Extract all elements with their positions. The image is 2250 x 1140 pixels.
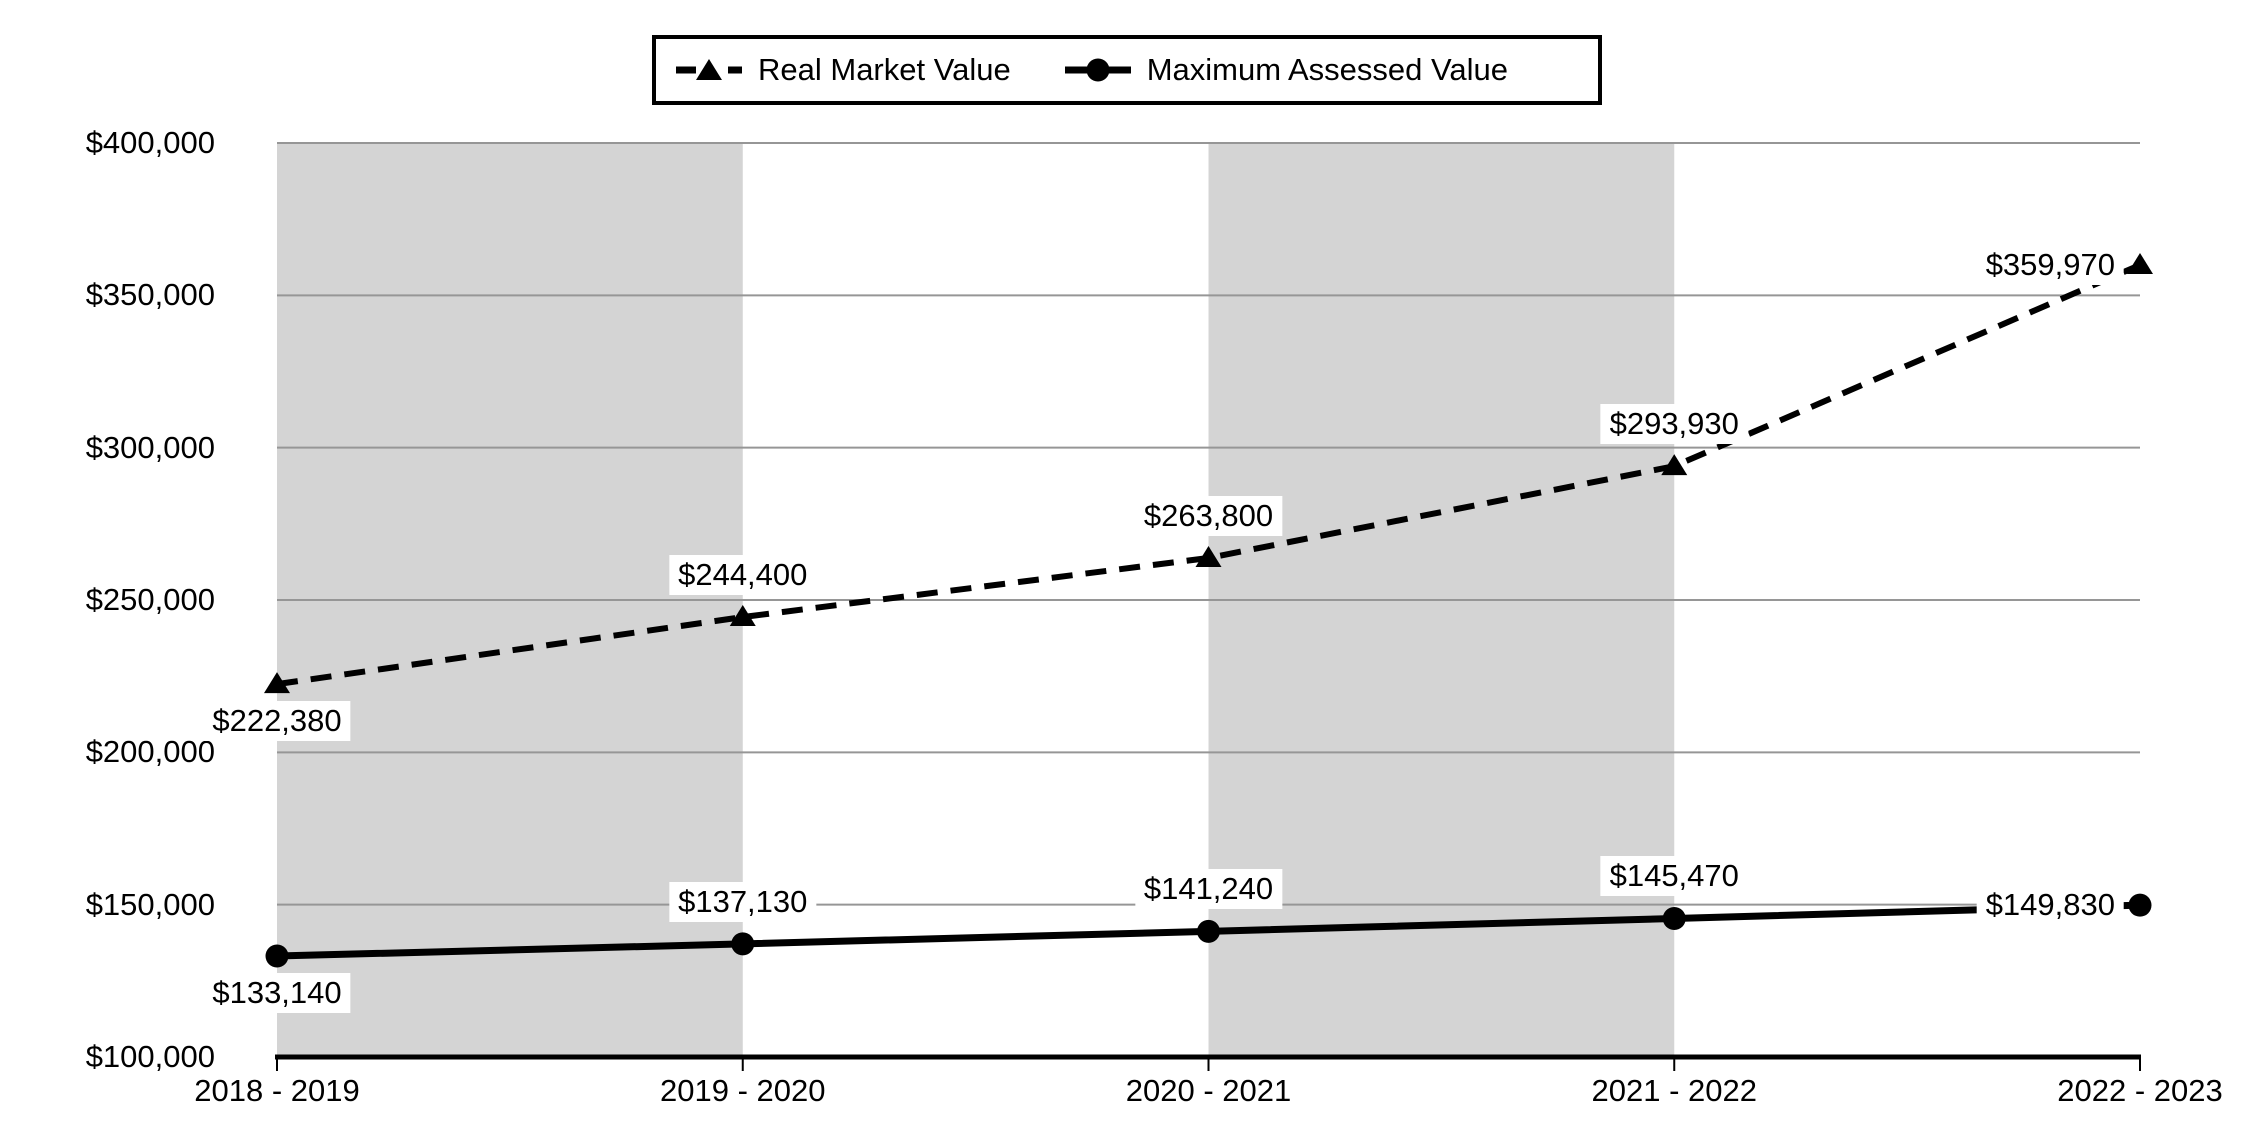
- legend-label-maximum-assessed-value: Maximum Assessed Value: [1146, 52, 1508, 87]
- y-axis-label: $100,000: [85, 1039, 215, 1074]
- data-label: $141,240: [1134, 869, 1283, 910]
- y-axis-label: $400,000: [85, 125, 215, 160]
- y-axis-label: $150,000: [85, 886, 215, 922]
- triangle-marker: [1195, 545, 1222, 567]
- legend-item-real-market-value: Real Market Value: [676, 52, 1011, 88]
- circle-marker: [2128, 893, 2152, 917]
- x-axis-label: 2021 - 2022: [1591, 1073, 1757, 1108]
- circle-marker: [1662, 906, 1686, 930]
- data-label: $137,130: [669, 881, 817, 922]
- data-label: $149,830: [1976, 885, 2124, 926]
- triangle-marker: [264, 672, 290, 694]
- solid-line-circle-marker-icon: [1064, 58, 1131, 82]
- x-axis-label: 2018 - 2019: [194, 1073, 360, 1108]
- circle-marker: [731, 932, 755, 956]
- data-label: $222,380: [203, 701, 351, 742]
- series-line-dashed: [276, 262, 2142, 688]
- triangle-marker: [729, 605, 756, 627]
- chart-legend: Real Market Value Maximum Assessed Value: [652, 35, 1602, 105]
- y-axis-label: $250,000: [85, 582, 215, 617]
- y-axis-label: $350,000: [85, 277, 215, 313]
- legend-label-real-market-value: Real Market Value: [758, 52, 1011, 87]
- dashed-line-triangle-marker-icon: [676, 59, 742, 80]
- data-label: $359,970: [1976, 244, 2124, 285]
- data-label: $145,470: [1600, 856, 1748, 897]
- data-label: $263,800: [1134, 495, 1283, 536]
- data-label: $293,930: [1600, 404, 1748, 445]
- y-axis-label: $300,000: [85, 429, 215, 465]
- data-label: $133,140: [203, 973, 351, 1014]
- data-label: $244,400: [669, 555, 817, 596]
- y-axis-label: $200,000: [85, 734, 215, 770]
- x-axis-label: 2022 - 2023: [2057, 1073, 2223, 1108]
- triangle-marker: [2127, 252, 2153, 274]
- legend-item-maximum-assessed-value: Maximum Assessed Value: [1064, 52, 1508, 88]
- triangle-marker: [1661, 454, 1688, 476]
- x-axis-label: 2019 - 2020: [660, 1073, 826, 1108]
- circle-marker: [1197, 919, 1220, 943]
- circle-marker: [265, 944, 289, 968]
- x-axis-label: 2020 - 2021: [1125, 1073, 1292, 1108]
